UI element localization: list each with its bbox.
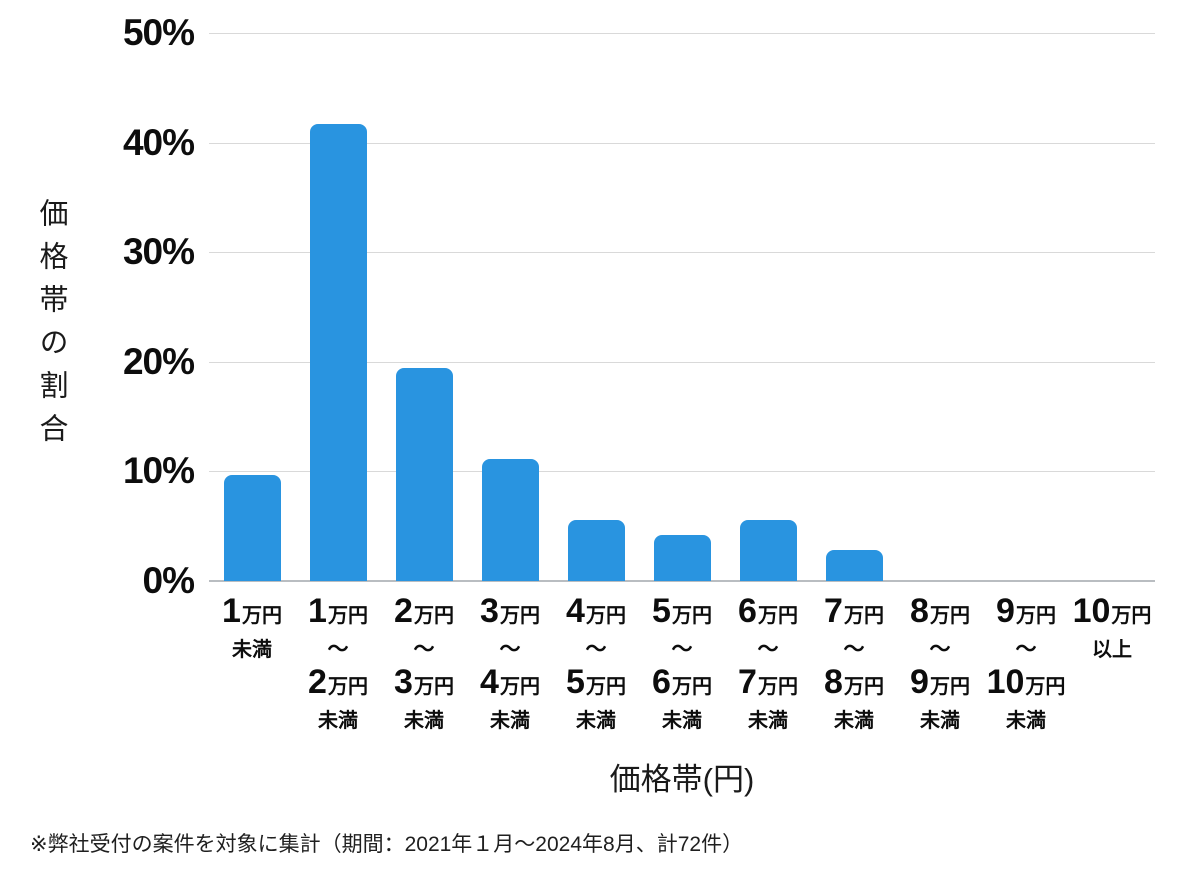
x-tick-label-8万円〜9万円未満: 8万円〜 9万円未満	[897, 592, 983, 734]
bar-slot	[983, 33, 1069, 581]
footnote: ※弊社受付の案件を対象に集計（期間：2021年１月〜2024年8月、計72件）	[30, 833, 744, 856]
x-label-tilde: 〜	[585, 638, 607, 661]
x-label-suffix: 以上	[1092, 639, 1132, 661]
x-label-tilde: 〜	[843, 638, 865, 661]
x-label-range-end: 3万円	[394, 663, 454, 701]
y-axis-tick-labels: 50% 40% 30% 20% 10% 0%	[0, 0, 197, 874]
y-tick-label: 20%	[122, 340, 195, 382]
bar-slot	[725, 33, 811, 581]
x-label-range-end: 9万円	[910, 663, 970, 701]
bar-slot	[467, 33, 553, 581]
x-label-range-start: 1万円	[308, 592, 368, 630]
x-tick-label-4万円〜5万円未満: 4万円〜 5万円未満	[553, 592, 639, 734]
x-label-range-end: 2万円	[308, 663, 368, 701]
bar-slot	[639, 33, 725, 581]
bar-slot	[897, 33, 983, 581]
bar-slot	[209, 33, 295, 581]
gridline	[209, 33, 1155, 34]
x-tick-label-1万円〜2万円未満: 1万円〜 2万円未満	[295, 592, 381, 734]
bar-slot	[1069, 33, 1155, 581]
x-label-tilde: 〜	[671, 638, 693, 661]
x-label-range-start: 3万円	[480, 592, 540, 630]
gridline	[209, 252, 1155, 254]
x-label-range-start: 10万円	[1072, 592, 1152, 630]
x-tick-label-7万円〜8万円未満: 7万円〜 8万円未満	[811, 592, 897, 734]
gridline	[209, 361, 1155, 363]
x-label-tilde: 〜	[413, 638, 435, 661]
bar-5万円〜6万円未満	[653, 534, 711, 581]
y-tick-label: 40%	[122, 121, 195, 163]
x-label-suffix: 未満	[318, 710, 358, 732]
x-label-range-end: 7万円	[738, 663, 798, 701]
x-label-range-end: 8万円	[824, 663, 884, 701]
x-label-range-end: 6万円	[652, 663, 712, 701]
bar-4万円〜5万円未満	[567, 519, 625, 581]
x-label-suffix: 未満	[232, 639, 272, 661]
y-tick-label: 0%	[142, 560, 195, 601]
bar-6万円〜7万円未満	[739, 519, 797, 581]
x-label-suffix: 未満	[920, 710, 960, 732]
bar-slot	[811, 33, 897, 581]
gridline	[209, 142, 1155, 144]
bar-1万円〜2万円未満	[309, 123, 367, 581]
bar-7万円〜8万円未満	[825, 550, 883, 581]
gridline	[209, 471, 1155, 473]
x-label-range-start: 9万円	[996, 592, 1056, 630]
x-label-range-start: 7万円	[824, 592, 884, 630]
x-label-range-end: 5万円	[566, 663, 626, 701]
bar-slot	[295, 33, 381, 581]
x-axis-title: 価格帯(円)	[609, 762, 755, 797]
bars-container	[209, 33, 1155, 581]
bar-slot	[381, 33, 467, 581]
x-label-suffix: 未満	[662, 710, 702, 732]
x-label-range-start: 5万円	[652, 592, 712, 630]
x-label-range-end: 4万円	[480, 663, 540, 701]
y-tick-label: 30%	[122, 231, 195, 273]
x-label-range-end: 10万円	[986, 663, 1066, 701]
x-label-range-start: 4万円	[566, 592, 626, 630]
bar-3万円〜4万円未満	[481, 459, 539, 581]
x-label-suffix: 未満	[490, 710, 530, 732]
x-label-suffix: 未満	[748, 710, 788, 732]
x-label-tilde: 〜	[499, 638, 521, 661]
x-label-tilde: 〜	[929, 638, 951, 661]
x-tick-label-3万円〜4万円未満: 3万円〜 4万円未満	[467, 592, 553, 734]
x-label-suffix: 未満	[404, 710, 444, 732]
x-label-suffix: 未満	[576, 710, 616, 732]
x-tick-label-6万円〜7万円未満: 6万円〜 7万円未満	[725, 592, 811, 734]
y-tick-label: 50%	[122, 12, 195, 53]
x-axis-tick-labels: 1万円 未満 1万円〜 2万円 未満 2万円〜 3万円 未満 3万円〜 4万円 未満 4万円〜 5万円未…	[209, 592, 1155, 734]
bar-slot	[553, 33, 639, 581]
x-tick-label-9万円〜10万円未満: 9万円〜 10万円未満	[983, 592, 1069, 734]
x-tick-label-1万円未満: 1万円未満	[209, 592, 295, 734]
x-label-range-start: 8万円	[910, 592, 970, 630]
x-label-suffix: 未満	[1006, 710, 1046, 732]
x-tick-label-5万円〜6万円未満: 5万円〜 6万円未満	[639, 592, 725, 734]
x-tick-label-10万円以上: 10万円以上	[1069, 592, 1155, 734]
x-label-tilde: 〜	[327, 638, 349, 661]
x-tick-label-2万円〜3万円未満: 2万円〜 3万円未満	[381, 592, 467, 734]
x-label-range-start: 2万円	[394, 592, 454, 630]
bar-1万円未満	[223, 474, 281, 581]
x-label-tilde: 〜	[757, 638, 779, 661]
x-axis-baseline	[209, 580, 1155, 582]
x-label-suffix: 未満	[834, 710, 874, 732]
x-label-range-start: 1万円	[222, 592, 282, 630]
y-tick-label: 10%	[122, 450, 195, 492]
bar-2万円〜3万円未満	[395, 368, 453, 581]
plot-area	[209, 33, 1155, 582]
x-label-tilde: 〜	[1015, 638, 1037, 661]
x-label-range-start: 6万円	[738, 592, 798, 630]
y-axis-title: 価格帯の割合	[35, 198, 67, 456]
